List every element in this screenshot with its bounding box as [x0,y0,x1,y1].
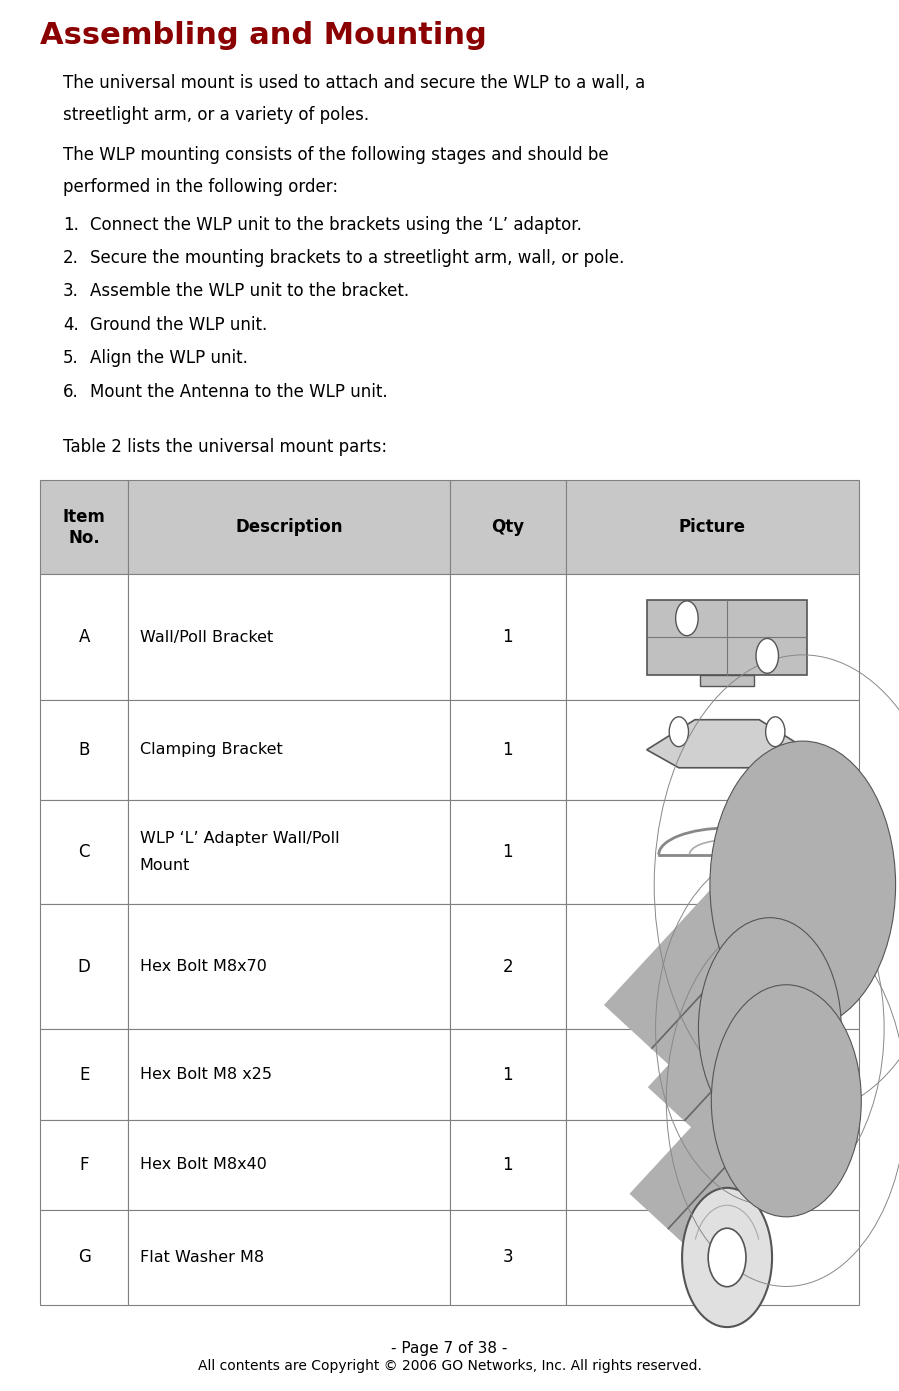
Text: Mount the Antenna to the WLP unit.: Mount the Antenna to the WLP unit. [90,383,387,401]
FancyBboxPatch shape [566,800,859,904]
Text: - Page 7 of 38 -: - Page 7 of 38 - [391,1341,508,1356]
Text: C: C [78,843,90,861]
Text: 6.: 6. [63,383,79,401]
FancyBboxPatch shape [128,480,450,574]
Text: 1.: 1. [63,216,79,234]
Circle shape [682,1188,772,1327]
Text: Mount: Mount [140,858,191,874]
FancyBboxPatch shape [566,574,859,700]
Circle shape [710,741,895,1028]
Text: 3: 3 [503,1249,513,1266]
Circle shape [766,716,785,747]
FancyBboxPatch shape [40,1210,128,1305]
Circle shape [699,918,841,1139]
Text: 3.: 3. [63,282,79,300]
FancyBboxPatch shape [566,480,859,574]
FancyBboxPatch shape [40,1029,128,1120]
Circle shape [708,1228,746,1287]
FancyBboxPatch shape [128,904,450,1029]
FancyBboxPatch shape [450,1029,566,1120]
Text: All contents are Copyright © 2006 GO Networks, Inc. All rights reserved.: All contents are Copyright © 2006 GO Net… [198,1359,701,1373]
FancyBboxPatch shape [40,904,128,1029]
Text: The WLP mounting consists of the following stages and should be: The WLP mounting consists of the followi… [63,146,609,164]
Text: Flat Washer M8: Flat Washer M8 [140,1251,264,1264]
Text: 2.: 2. [63,249,79,267]
FancyBboxPatch shape [128,1210,450,1305]
Text: G: G [78,1249,91,1266]
Text: 5.: 5. [63,349,79,367]
FancyBboxPatch shape [450,904,566,1029]
Text: Description: Description [235,519,343,536]
Text: Assemble the WLP unit to the bracket.: Assemble the WLP unit to the bracket. [90,282,409,300]
Text: Wall/Poll Bracket: Wall/Poll Bracket [140,630,273,644]
FancyBboxPatch shape [128,574,450,700]
Text: Secure the mounting brackets to a streetlight arm, wall, or pole.: Secure the mounting brackets to a street… [90,249,624,267]
FancyBboxPatch shape [450,480,566,574]
Text: 1: 1 [503,1156,513,1174]
Text: 1: 1 [503,843,513,861]
FancyBboxPatch shape [40,800,128,904]
Text: D: D [78,958,91,975]
FancyBboxPatch shape [450,700,566,800]
FancyBboxPatch shape [40,1120,128,1210]
Text: Ground the WLP unit.: Ground the WLP unit. [90,316,267,334]
Text: A: A [78,629,90,645]
FancyBboxPatch shape [40,480,128,574]
Text: 2: 2 [503,958,513,975]
Text: performed in the following order:: performed in the following order: [63,178,338,196]
Text: Assembling and Mounting: Assembling and Mounting [40,21,487,50]
Circle shape [711,985,861,1217]
Text: 1: 1 [503,1066,513,1084]
FancyBboxPatch shape [128,700,450,800]
Text: Table 2 lists the universal mount parts:: Table 2 lists the universal mount parts: [63,438,387,456]
Circle shape [676,601,699,636]
Text: Hex Bolt M8x40: Hex Bolt M8x40 [140,1157,267,1173]
FancyBboxPatch shape [566,700,859,800]
FancyBboxPatch shape [128,800,450,904]
Text: Hex Bolt M8 x25: Hex Bolt M8 x25 [140,1067,271,1082]
Text: 1: 1 [503,741,513,758]
FancyBboxPatch shape [566,904,859,1029]
Text: Item
No.: Item No. [63,508,106,547]
FancyBboxPatch shape [566,1120,859,1210]
Text: WLP ‘L’ Adapter Wall/Poll: WLP ‘L’ Adapter Wall/Poll [140,830,340,846]
Text: Picture: Picture [679,519,746,536]
Text: Align the WLP unit.: Align the WLP unit. [90,349,248,367]
FancyBboxPatch shape [566,1029,859,1120]
FancyBboxPatch shape [566,1210,859,1305]
FancyBboxPatch shape [450,1210,566,1305]
FancyBboxPatch shape [40,574,128,700]
Text: Qty: Qty [492,519,524,536]
Circle shape [669,716,689,747]
Text: Connect the WLP unit to the brackets using the ‘L’ adaptor.: Connect the WLP unit to the brackets usi… [90,216,582,234]
FancyBboxPatch shape [128,1029,450,1120]
Polygon shape [646,719,807,768]
Text: Hex Bolt M8x70: Hex Bolt M8x70 [140,960,267,974]
Text: Clamping Bracket: Clamping Bracket [140,743,282,757]
Text: 4.: 4. [63,316,79,334]
Text: streetlight arm, or a variety of poles.: streetlight arm, or a variety of poles. [63,106,369,124]
Text: B: B [78,741,90,758]
FancyBboxPatch shape [450,800,566,904]
FancyBboxPatch shape [40,700,128,800]
Text: E: E [79,1066,90,1084]
Circle shape [756,638,779,673]
FancyBboxPatch shape [450,1120,566,1210]
Text: F: F [79,1156,89,1174]
FancyBboxPatch shape [700,675,754,686]
FancyBboxPatch shape [450,574,566,700]
Circle shape [717,840,736,869]
Text: 1: 1 [503,629,513,645]
Text: The universal mount is used to attach and secure the WLP to a wall, a: The universal mount is used to attach an… [63,74,645,92]
FancyBboxPatch shape [128,1120,450,1210]
FancyBboxPatch shape [646,600,807,675]
